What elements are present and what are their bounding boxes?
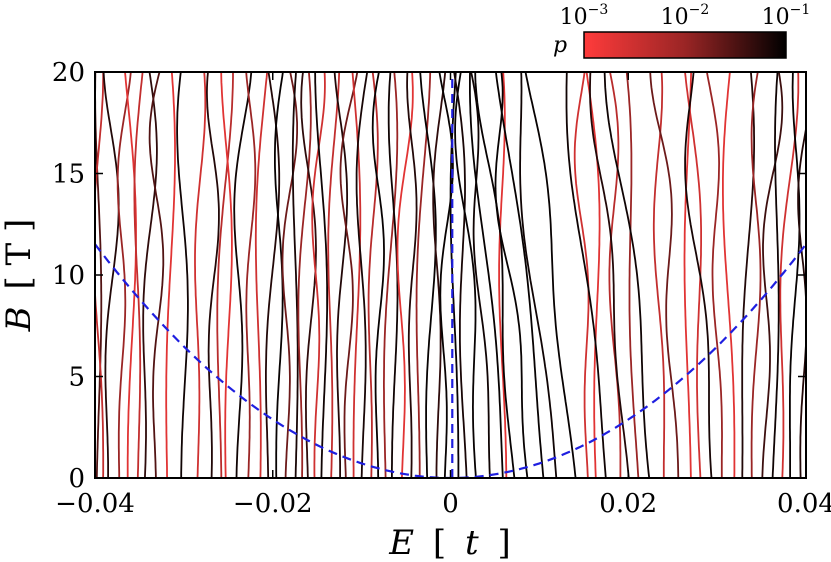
x-tick-label: 0 — [442, 489, 459, 519]
level-line — [438, 72, 454, 478]
level-line — [124, 72, 137, 478]
colorbar-tick-label: 10−2 — [661, 2, 710, 30]
level-line — [133, 72, 144, 478]
level-line — [684, 72, 713, 478]
y-axis: 0 5 10 15 20 — [52, 58, 806, 494]
y-tick-label: 15 — [52, 160, 85, 190]
level-line — [771, 72, 780, 478]
level-line — [789, 72, 801, 478]
level-line — [264, 72, 281, 478]
level-line — [419, 72, 437, 478]
level-line — [254, 72, 268, 478]
level-line — [194, 72, 207, 478]
level-line — [470, 72, 491, 478]
level-line — [761, 72, 784, 478]
colorbar-label: p — [553, 33, 567, 58]
level-line — [406, 72, 418, 478]
level-line — [233, 72, 253, 478]
level-line — [603, 72, 651, 478]
level-line — [142, 72, 158, 478]
level-line — [589, 72, 630, 478]
level-line — [273, 72, 284, 478]
level-line — [573, 72, 590, 478]
level-line — [468, 72, 504, 478]
x-tick-label: −0.04 — [55, 489, 135, 519]
level-line — [722, 72, 736, 478]
level-line — [355, 72, 369, 478]
x-axis-title: E [ t ] — [388, 523, 510, 562]
y-axis-title: B [ T ] — [0, 219, 39, 333]
level-line — [683, 72, 692, 478]
level-line — [216, 72, 234, 478]
level-line — [494, 72, 529, 478]
level-line — [453, 72, 468, 478]
level-line — [165, 72, 176, 478]
level-line — [625, 72, 640, 478]
level-line — [454, 72, 477, 478]
x-tick-label: 0.04 — [777, 489, 831, 519]
y-axis-var: B — [0, 306, 39, 332]
colorbar-tick-label: 10−3 — [560, 2, 609, 30]
level-line — [741, 72, 755, 478]
level-line — [519, 72, 558, 478]
colorbar: p 10−3 10−2 10−1 — [553, 2, 811, 59]
level-line — [102, 72, 120, 478]
y-axis-unit: T — [0, 242, 39, 265]
y-tick-label: 20 — [52, 58, 85, 88]
level-line — [706, 72, 723, 478]
level-line — [396, 72, 414, 478]
boundary-overlay — [95, 72, 806, 478]
x-axis-unit: t — [465, 523, 479, 562]
level-line — [281, 72, 299, 478]
level-line — [300, 72, 317, 478]
level-line — [415, 72, 432, 478]
x-axis-open: [ — [433, 523, 446, 562]
x-axis-var: E — [388, 523, 414, 562]
level-line — [498, 72, 508, 478]
boundary-curve — [95, 243, 806, 478]
level-line — [311, 72, 326, 478]
level-line — [652, 72, 666, 478]
level-line — [585, 72, 601, 478]
level-line — [495, 72, 545, 478]
y-tick-label: 10 — [52, 261, 85, 291]
level-line — [371, 72, 385, 478]
level-line — [291, 72, 299, 478]
level-line — [565, 72, 607, 478]
level-line — [205, 72, 220, 478]
level-line — [95, 72, 105, 478]
level-line — [245, 72, 257, 478]
x-tick-label: −0.02 — [233, 489, 313, 519]
level-line — [220, 72, 233, 478]
level-line — [367, 72, 379, 478]
level-line — [649, 72, 680, 478]
level-line — [382, 72, 399, 478]
level-line — [524, 72, 577, 478]
level-line — [474, 72, 516, 478]
y-tick-label: 5 — [68, 363, 85, 393]
level-line — [148, 72, 165, 478]
level-line — [387, 72, 399, 478]
colorbar-gradient — [583, 31, 787, 59]
colorbar-tick-label: 10−1 — [762, 2, 811, 30]
y-axis-open: [ — [0, 276, 39, 289]
level-line — [339, 72, 359, 478]
level-line — [297, 72, 312, 478]
level-line — [314, 72, 329, 478]
y-axis-close: ] — [0, 219, 39, 232]
level-line — [116, 72, 132, 478]
level-lines — [95, 72, 806, 478]
y-tick-label: 0 — [68, 464, 85, 494]
x-axis-close: ] — [497, 523, 510, 562]
level-line — [432, 72, 447, 478]
level-line — [608, 72, 622, 478]
x-axis: −0.04 −0.02 0 0.02 0.04 — [55, 72, 831, 519]
level-line — [750, 72, 762, 478]
level-line — [327, 72, 341, 478]
level-line — [176, 72, 189, 478]
x-tick-label: 0.02 — [599, 489, 657, 519]
